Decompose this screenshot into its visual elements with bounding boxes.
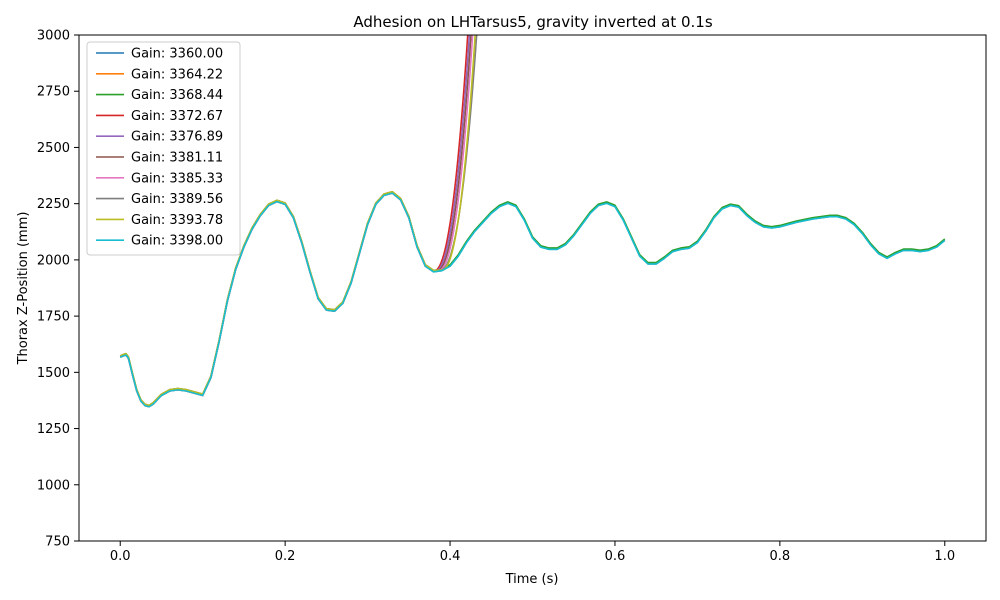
y-tick-label: 750: [45, 535, 70, 550]
y-axis-label: Thorax Z-Position (mm): [16, 212, 31, 366]
chart-title: Adhesion on LHTarsus5, gravity inverted …: [353, 13, 713, 31]
series-line: [119, 35, 476, 407]
legend-label: Gain: 3393.78: [131, 213, 223, 228]
legend-label: Gain: 3360.00: [131, 47, 223, 62]
legend-label: Gain: 3381.11: [131, 151, 223, 166]
legend-box: [86, 41, 241, 256]
y-tick-label: 1000: [37, 478, 70, 493]
series-layer: [119, 35, 946, 408]
legend-label: Gain: 3398.00: [131, 234, 223, 249]
legend-label: Gain: 3372.67: [131, 109, 223, 124]
legend: Gain: 3360.00 Gain: 3364.22 Gain: 3368.44 G…: [86, 41, 241, 256]
x-axis: 0.0 0.2 0.4 0.6 0.8 1.0: [110, 541, 955, 564]
legend-label: Gain: 3389.56: [131, 192, 223, 207]
y-tick-label: 2500: [37, 141, 70, 156]
x-tick-label: 0.4: [440, 549, 461, 564]
legend-label: Gain: 3376.89: [131, 130, 223, 145]
y-tick-label: 2750: [37, 85, 70, 100]
x-tick-label: 1.0: [934, 549, 955, 564]
series-line: [119, 192, 946, 408]
y-tick-label: 1750: [37, 310, 70, 325]
y-tick-label: 3000: [37, 29, 70, 44]
x-axis-label: Time (s): [505, 572, 559, 587]
legend-label: Gain: 3368.44: [131, 88, 223, 103]
x-tick-label: 0.0: [110, 549, 131, 564]
legend-label: Gain: 3385.33: [131, 171, 223, 186]
y-tick-label: 1500: [37, 366, 70, 381]
x-tick-label: 0.8: [770, 549, 791, 564]
y-tick-label: 1250: [37, 422, 70, 437]
x-tick-label: 0.6: [605, 549, 626, 564]
y-tick-label: 2000: [37, 253, 70, 268]
y-axis: 750 1000 1250 1500 1750 2000 2250 2500 2750 3000: [37, 29, 79, 550]
y-tick-label: 2250: [37, 197, 70, 212]
x-tick-label: 0.2: [275, 549, 296, 564]
plot-frame: [78, 34, 987, 542]
legend-label: Gain: 3364.22: [131, 67, 223, 82]
